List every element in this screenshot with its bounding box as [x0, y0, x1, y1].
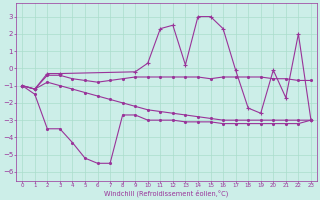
X-axis label: Windchill (Refroidissement éolien,°C): Windchill (Refroidissement éolien,°C) — [104, 190, 229, 197]
